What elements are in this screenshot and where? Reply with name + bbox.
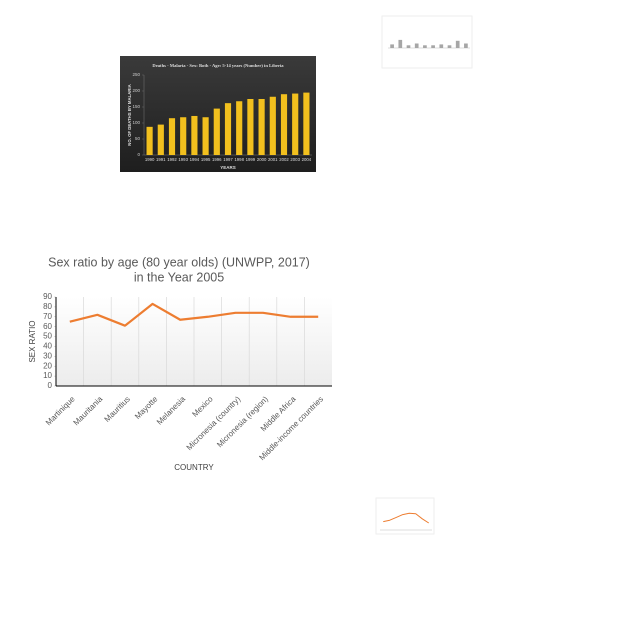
bar: [414, 43, 419, 48]
x-tick-label: 1999: [246, 157, 256, 162]
x-tick-label: Mauritius: [103, 395, 132, 424]
x-tick-label: 1991: [156, 157, 166, 162]
x-tick-label: Melanesia: [155, 394, 188, 427]
y-axis-title: NO. OF DEATHS BY MALARIA: [127, 84, 132, 145]
bar: [157, 124, 164, 155]
x-tick-label: 1993: [178, 157, 188, 162]
x-tick-label: 1994: [190, 157, 200, 162]
x-tick-label: 1992: [167, 157, 177, 162]
y-tick-label: 100: [132, 120, 140, 125]
bar: [431, 45, 435, 48]
x-tick-label: 2003: [290, 157, 300, 162]
chart-subtitle: in the Year 2005: [134, 270, 224, 284]
y-tick-label: 10: [43, 371, 52, 380]
y-tick-label: 30: [43, 351, 52, 360]
x-tick-label: 1996: [212, 157, 222, 162]
line: [69, 302, 319, 327]
bar: [191, 115, 198, 155]
y-tick-label: 80: [43, 302, 52, 311]
x-tick-label: 1990: [145, 157, 155, 162]
x-tick-label: Mayotte: [133, 394, 160, 421]
x-axis-title: COUNTRY: [174, 463, 214, 472]
bar: [398, 39, 403, 48]
bar: [455, 40, 460, 48]
y-tick-label: 50: [43, 332, 52, 341]
x-tick-label: 1998: [234, 157, 244, 162]
chart-title: Deaths - Malaria - Sex: Both - Age: 5-14…: [152, 63, 284, 68]
bar: [292, 93, 299, 155]
x-axis-title: YEARS: [220, 165, 236, 170]
y-tick-label: 250: [132, 72, 140, 77]
bar: [390, 44, 394, 48]
bar: [224, 103, 232, 155]
bar: [236, 101, 243, 155]
x-tick-label: Mauritania: [72, 394, 105, 427]
chart-title: Sex ratio by age (80 year olds) (UNWPP, …: [48, 255, 310, 269]
y-tick-label: 200: [132, 88, 140, 93]
bar: [168, 118, 176, 155]
bar: [303, 92, 310, 155]
bar: [447, 45, 452, 48]
y-tick-label: 60: [43, 322, 52, 331]
bar: [464, 43, 468, 48]
bar: [213, 108, 220, 155]
y-axis-title: SEX RATIO: [28, 320, 37, 362]
bar: [406, 45, 411, 48]
x-tick-label: 2004: [302, 157, 312, 162]
bar: [247, 99, 254, 155]
bar: [180, 117, 187, 155]
y-tick-label: 20: [43, 361, 52, 370]
y-tick-label: 70: [43, 312, 52, 321]
bar: [202, 117, 209, 155]
thumbnail-frame: [375, 497, 435, 535]
y-tick-label: 150: [132, 104, 140, 109]
x-tick-label: 1995: [201, 157, 211, 162]
y-tick-label: 0: [48, 381, 53, 390]
x-tick-label: 1997: [223, 157, 233, 162]
bar: [423, 45, 427, 48]
y-tick-label: 40: [43, 342, 52, 351]
bar: [146, 126, 153, 155]
bar: [258, 99, 265, 155]
x-tick-label: 2001: [268, 157, 278, 162]
y-tick-label: 50: [135, 136, 141, 141]
x-tick-label: 2000: [257, 157, 267, 162]
line: [383, 512, 430, 524]
bar: [439, 44, 444, 48]
bar: [269, 96, 276, 155]
y-tick-label: 90: [43, 292, 52, 301]
bar: [280, 94, 288, 155]
x-tick-label: Micronesia (region): [215, 394, 270, 449]
y-tick-label: 0: [137, 152, 140, 157]
x-tick-label: Mexico: [190, 394, 215, 419]
x-tick-label: 2002: [279, 157, 289, 162]
